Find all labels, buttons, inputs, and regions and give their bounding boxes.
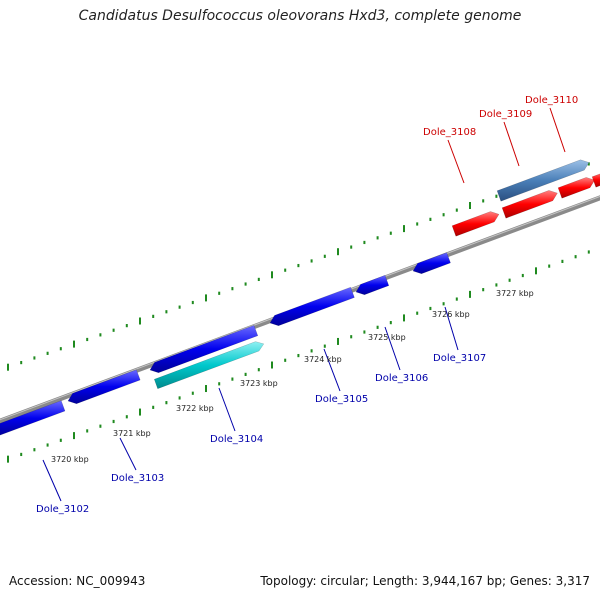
gene-arrow-dole-3107b xyxy=(412,252,451,274)
gene-label-dole-3109[interactable]: Dole_3109 xyxy=(479,109,532,120)
label-leader-lines xyxy=(42,107,566,502)
leader-dole-3107 xyxy=(444,306,459,351)
gene-arrow-dole-3110-outer xyxy=(496,159,590,202)
leader-dole-3104 xyxy=(218,387,236,432)
gene-arrow-dole-3109 xyxy=(501,190,558,219)
gene-label-dole-3103[interactable]: Dole_3103 xyxy=(111,473,164,484)
gene-arrow-dole-3109b xyxy=(557,177,596,199)
leader-dole-3103 xyxy=(119,437,137,471)
kbp-label: 3722 kbp xyxy=(176,404,214,413)
inner-tick-ring xyxy=(7,250,590,463)
kbp-label: 3721 kbp xyxy=(113,429,151,438)
kbp-label: 3726 kbp xyxy=(432,310,470,319)
leader-dole-3108 xyxy=(447,139,465,184)
gene-arrow-dole-3103 xyxy=(67,369,141,404)
kbp-label: 3723 kbp xyxy=(240,379,278,388)
gene-arrow-dole-3106 xyxy=(269,286,355,326)
gene-label-dole-3102[interactable]: Dole_3102 xyxy=(36,504,89,515)
kbp-label: 3727 kbp xyxy=(496,289,534,298)
kbp-label: 3725 kbp xyxy=(368,333,406,342)
gene-label-dole-3108[interactable]: Dole_3108 xyxy=(423,127,476,138)
leader-dole-3109 xyxy=(503,121,520,167)
gene-track xyxy=(0,159,600,436)
map-title: Candidatus Desulfococcus oleovorans Hxd3… xyxy=(78,8,522,24)
outer-tick-ring xyxy=(7,162,590,371)
leader-dole-3106 xyxy=(384,326,401,371)
accession-text: Accession: NC_009943 xyxy=(9,574,146,588)
gene-label-dole-3110[interactable]: Dole_3110 xyxy=(525,95,578,106)
gene-arrow-dole-3105 xyxy=(149,325,259,373)
leader-dole-3105 xyxy=(323,348,341,392)
gene-arrow-dole-3110 xyxy=(591,173,600,188)
gene-label-dole-3104[interactable]: Dole_3104 xyxy=(210,434,263,445)
kbp-label: 3724 kbp xyxy=(304,355,342,364)
leader-dole-3102 xyxy=(42,459,62,502)
gene-labels: Dole_3102 Dole_3103 Dole_3104 Dole_3105 … xyxy=(36,95,578,515)
kbp-label: 3720 kbp xyxy=(51,455,89,464)
gene-arrow-dole-3102 xyxy=(0,400,66,436)
gene-label-dole-3106[interactable]: Dole_3106 xyxy=(375,373,428,384)
kbp-scale-labels: 3720 kbp 3721 kbp 3722 kbp 3723 kbp 3724… xyxy=(51,289,534,464)
genome-stats-text: Topology: circular; Length: 3,944,167 bp… xyxy=(260,574,590,588)
leader-dole-3110 xyxy=(549,107,566,153)
gene-arrow-dole-3107 xyxy=(355,274,390,295)
gene-arrow-dole-3108 xyxy=(451,211,500,237)
gene-label-dole-3107[interactable]: Dole_3107 xyxy=(433,353,486,364)
gene-label-dole-3105[interactable]: Dole_3105 xyxy=(315,394,368,405)
gene-arrow-dole-3104 xyxy=(153,341,265,390)
